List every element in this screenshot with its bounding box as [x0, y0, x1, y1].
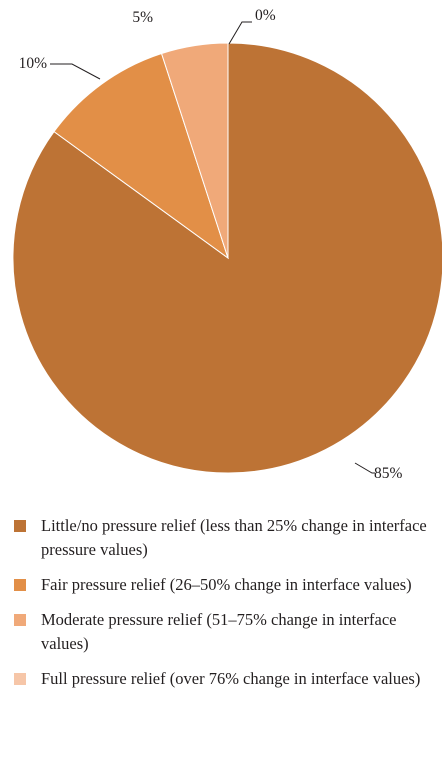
legend-item-little-no-relief: Little/no pressure relief (less than 25%… [14, 514, 434, 562]
pie-chart: 85% 10% 5% 0% [12, 7, 442, 482]
pie-slice [53, 52, 229, 260]
legend-item-fair-relief: Fair pressure relief (26–50% change in i… [14, 573, 434, 597]
leader-line [50, 63, 101, 80]
legend-swatch [14, 579, 26, 591]
legend-swatch [14, 520, 26, 532]
slice-value-label: 0% [255, 7, 276, 24]
legend-swatch [14, 673, 26, 685]
leader-line [354, 462, 375, 474]
legend-item-moderate-relief: Moderate pressure relief (51–75% change … [14, 608, 434, 656]
leader-line [228, 21, 252, 45]
legend-label: Moderate pressure relief (51–75% change … [41, 610, 397, 653]
legend-label: Fair pressure relief (26–50% change in i… [41, 575, 412, 594]
legend: Little/no pressure relief (less than 25%… [14, 514, 434, 702]
legend-label: Little/no pressure relief (less than 25%… [41, 516, 427, 559]
slice-value-label: 85% [374, 465, 403, 482]
legend-item-full-relief: Full pressure relief (over 76% change in… [14, 667, 434, 691]
slice-value-label: 10% [19, 55, 48, 72]
slice-value-label: 5% [132, 9, 153, 26]
legend-swatch [14, 614, 26, 626]
legend-label: Full pressure relief (over 76% change in… [41, 669, 421, 688]
pie-slice [160, 42, 229, 259]
